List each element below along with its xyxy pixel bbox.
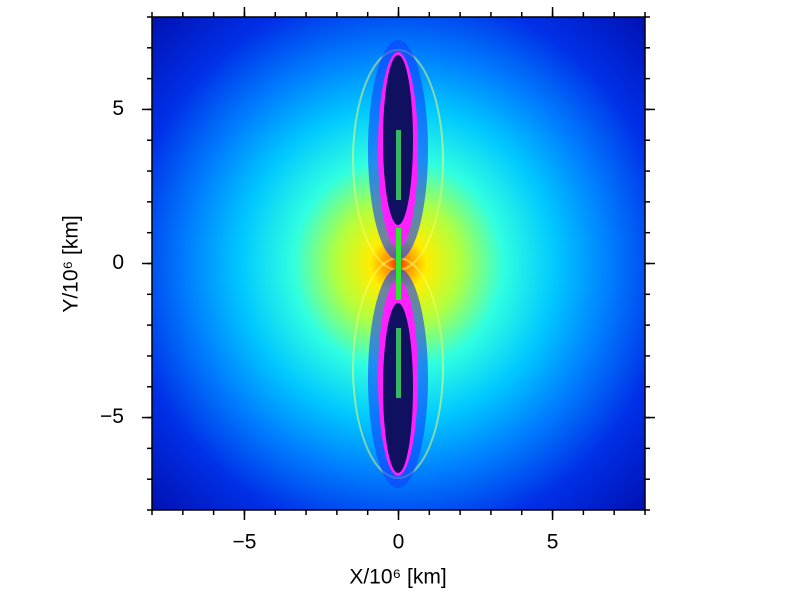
- x-tick-label: 0: [393, 531, 405, 554]
- y-tick-label: −5: [100, 405, 124, 428]
- heatmap-image: [152, 17, 645, 510]
- y-tick-label: 5: [112, 97, 124, 120]
- x-tick-label: −5: [232, 531, 256, 554]
- x-tick-label: 5: [547, 531, 559, 554]
- y-axis-label: Y/10⁶ [km]: [60, 215, 83, 312]
- y-tick-label: 0: [112, 251, 124, 274]
- x-axis-label: X/10⁶ [km]: [349, 566, 446, 589]
